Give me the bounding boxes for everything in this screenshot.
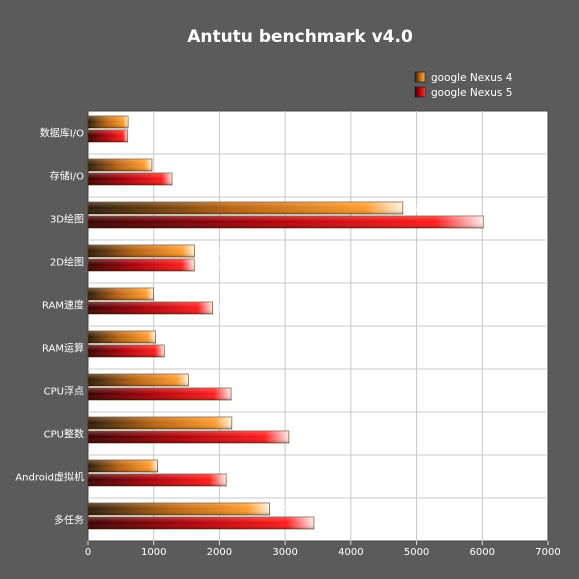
legend-swatch-nexus4 (414, 71, 426, 83)
data-label: 3057 (293, 433, 318, 444)
data-label: 2189 (236, 419, 261, 430)
bars-layer (87, 115, 484, 530)
data-label: 610 (132, 118, 151, 129)
bar-nexus5-5 (87, 344, 165, 358)
data-label: 4791 (407, 204, 432, 215)
data-label: 1527 (192, 376, 217, 387)
x-tick-label: 1000 (141, 547, 166, 558)
x-tick-label: 5000 (404, 547, 429, 558)
bar-nexus5-7 (87, 430, 290, 444)
data-label: 1278 (176, 175, 201, 186)
legend-label: google Nexus 4 (431, 72, 513, 84)
data-label: 6014 (487, 218, 512, 229)
data-label: 605 (132, 132, 151, 143)
legend-label: google Nexus 5 (431, 87, 512, 99)
bar-nexus4-3 (87, 244, 195, 258)
bar-nexus5-6 (87, 387, 232, 401)
bar-nexus4-7 (87, 416, 233, 430)
x-tick-label: 7000 (535, 547, 560, 558)
bar-nexus4-4 (87, 287, 154, 301)
x-tick-label: 3000 (272, 547, 297, 558)
bar-nexus4-0 (87, 115, 129, 129)
bar-nexus5-8 (87, 473, 227, 487)
category-label: 2D绘图 (50, 256, 84, 269)
data-label: 1060 (162, 462, 187, 473)
data-label: 3438 (318, 519, 343, 530)
bar-nexus4-2 (87, 201, 404, 215)
value-axis: 0 1000 2000 3000 4000 5000 6000 7000 (85, 541, 561, 558)
bar-nexus5-4 (87, 301, 214, 315)
bar-nexus5-9 (87, 516, 315, 530)
data-label: 1898 (217, 304, 242, 315)
category-label: RAM速度 (42, 299, 84, 312)
bar-nexus4-6 (87, 373, 189, 387)
legend-swatch-nexus5 (414, 86, 426, 98)
data-label: 2764 (274, 505, 299, 516)
category-label: CPU浮点 (44, 386, 84, 398)
category-label: CPU整数 (44, 428, 84, 441)
data-label: 1029 (160, 333, 185, 344)
data-label: 1620 (198, 247, 223, 258)
data-label: 997 (158, 290, 177, 301)
data-label: 2102 (230, 476, 255, 487)
category-label: Android虚拟机 (15, 471, 84, 484)
bar-nexus5-3 (87, 258, 195, 272)
bar-nexus4-1 (87, 158, 153, 172)
x-tick-label: 4000 (338, 547, 363, 558)
chart-title: Antutu benchmark v4.0 (187, 27, 413, 47)
category-label: 多任务 (54, 514, 84, 527)
legend: google Nexus 4 google Nexus 5 (414, 71, 513, 99)
data-label: 1616 (198, 261, 223, 272)
x-tick-label: 2000 (207, 547, 232, 558)
bar-nexus5-1 (87, 172, 173, 186)
bar-nexus5-0 (87, 129, 129, 143)
category-label: 3D绘图 (50, 213, 84, 226)
category-label: 数据库I/O (40, 127, 84, 140)
data-label: 2177 (235, 390, 260, 401)
category-axis: 数据库I/O 存储I/O 3D绘图 2D绘图 RAM速度 RAM运算 CPU浮点 CPU整数 A… (15, 127, 84, 527)
x-tick-label: 0 (85, 547, 91, 558)
bar-nexus4-8 (87, 459, 158, 473)
category-label: 存储I/O (50, 170, 84, 183)
x-tick-label: 6000 (470, 547, 495, 558)
bar-nexus5-2 (87, 215, 484, 229)
bar-nexus4-5 (87, 330, 156, 344)
bar-nexus4-9 (87, 502, 270, 516)
category-label: RAM运算 (42, 342, 84, 355)
data-label: 973 (156, 161, 175, 172)
data-label: 1160 (168, 347, 193, 358)
